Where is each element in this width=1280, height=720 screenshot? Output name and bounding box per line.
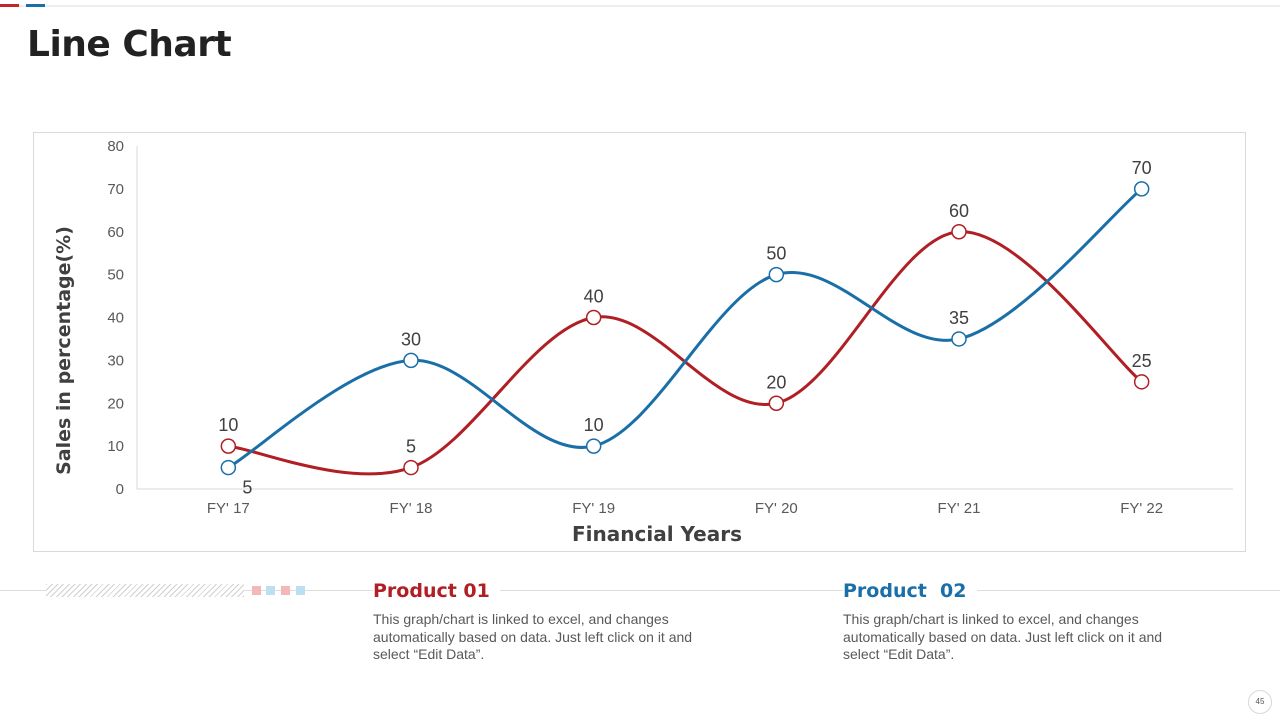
data-point-product-02 [403,352,419,369]
y-tick-label: 30 [107,352,124,369]
series-line-product-02 [226,187,1144,470]
data-label-product-02: 50 [766,244,786,264]
x-tick-label: FY' 17 [207,500,250,517]
data-label-product-01: 25 [1132,351,1152,371]
data-label-product-02: 30 [401,329,421,349]
product-02-title: Product 02 [843,580,977,602]
page-number: 45 [1248,690,1272,714]
product-02-description: This graph/chart is linked to excel, and… [843,611,1163,662]
x-axis-title: Financial Years [572,522,742,546]
data-label-product-02: 10 [584,415,604,435]
y-tick-label: 10 [107,438,124,455]
y-tick-label: 0 [116,481,124,498]
product-01-description: This graph/chart is linked to excel, and… [373,611,693,662]
section-divider [0,590,1280,591]
page-title: Line Chart [27,24,232,65]
data-label-product-01: 60 [949,201,969,221]
data-label-product-01: 10 [218,415,238,435]
data-label-product-02: 70 [1132,158,1152,178]
y-tick-label: 20 [107,395,124,412]
accent-bar-blue [26,4,45,7]
data-point-product-02 [768,266,785,283]
data-point-product-02 [1133,181,1150,197]
y-tick-label: 80 [107,138,124,155]
data-point-product-01 [768,395,785,411]
x-tick-label: FY' 22 [1120,500,1163,517]
y-tick-label: 60 [107,224,124,241]
x-tick-label: FY' 19 [572,500,615,517]
accent-bar-red [0,4,19,7]
line-chart[interactable]: 0 10 20 30 40 50 60 70 80 FY' 17 FY' 18 FY' 19 FY' 2… [34,133,1247,553]
y-tick-label: 70 [107,181,124,198]
data-point-product-02 [220,459,237,476]
data-point-product-01 [403,459,419,476]
data-label-product-02: 35 [949,308,969,328]
data-point-product-02 [585,438,602,454]
data-label-product-01: 20 [766,372,786,392]
product-01-title: Product 01 [373,580,500,602]
decor-square-blue [296,586,305,595]
hatch-decoration [46,584,244,597]
x-tick-label: FY' 20 [755,500,798,517]
x-tick-label: FY' 21 [938,500,981,517]
data-point-product-01 [1133,374,1150,390]
x-tick-label: FY' 18 [390,500,433,517]
decor-square-red [252,586,261,595]
series-line-product-01 [226,230,1144,476]
y-tick-label: 50 [107,267,124,284]
decor-square-blue [266,586,275,595]
data-point-product-01 [220,438,237,454]
data-label-product-01: 40 [584,287,604,307]
top-rule [0,5,1280,7]
data-point-product-02 [951,331,967,347]
data-label-product-02: 5 [242,478,252,498]
data-label-product-01: 5 [406,437,416,457]
y-tick-label: 40 [107,310,124,327]
data-point-product-01 [585,309,602,326]
decor-square-red [281,586,290,595]
y-axis-title: Sales in percentage(%) [53,226,75,475]
data-point-product-01 [951,224,967,240]
chart-frame[interactable]: 0 10 20 30 40 50 60 70 80 FY' 17 FY' 18 FY' 19 FY' 2… [33,132,1246,552]
